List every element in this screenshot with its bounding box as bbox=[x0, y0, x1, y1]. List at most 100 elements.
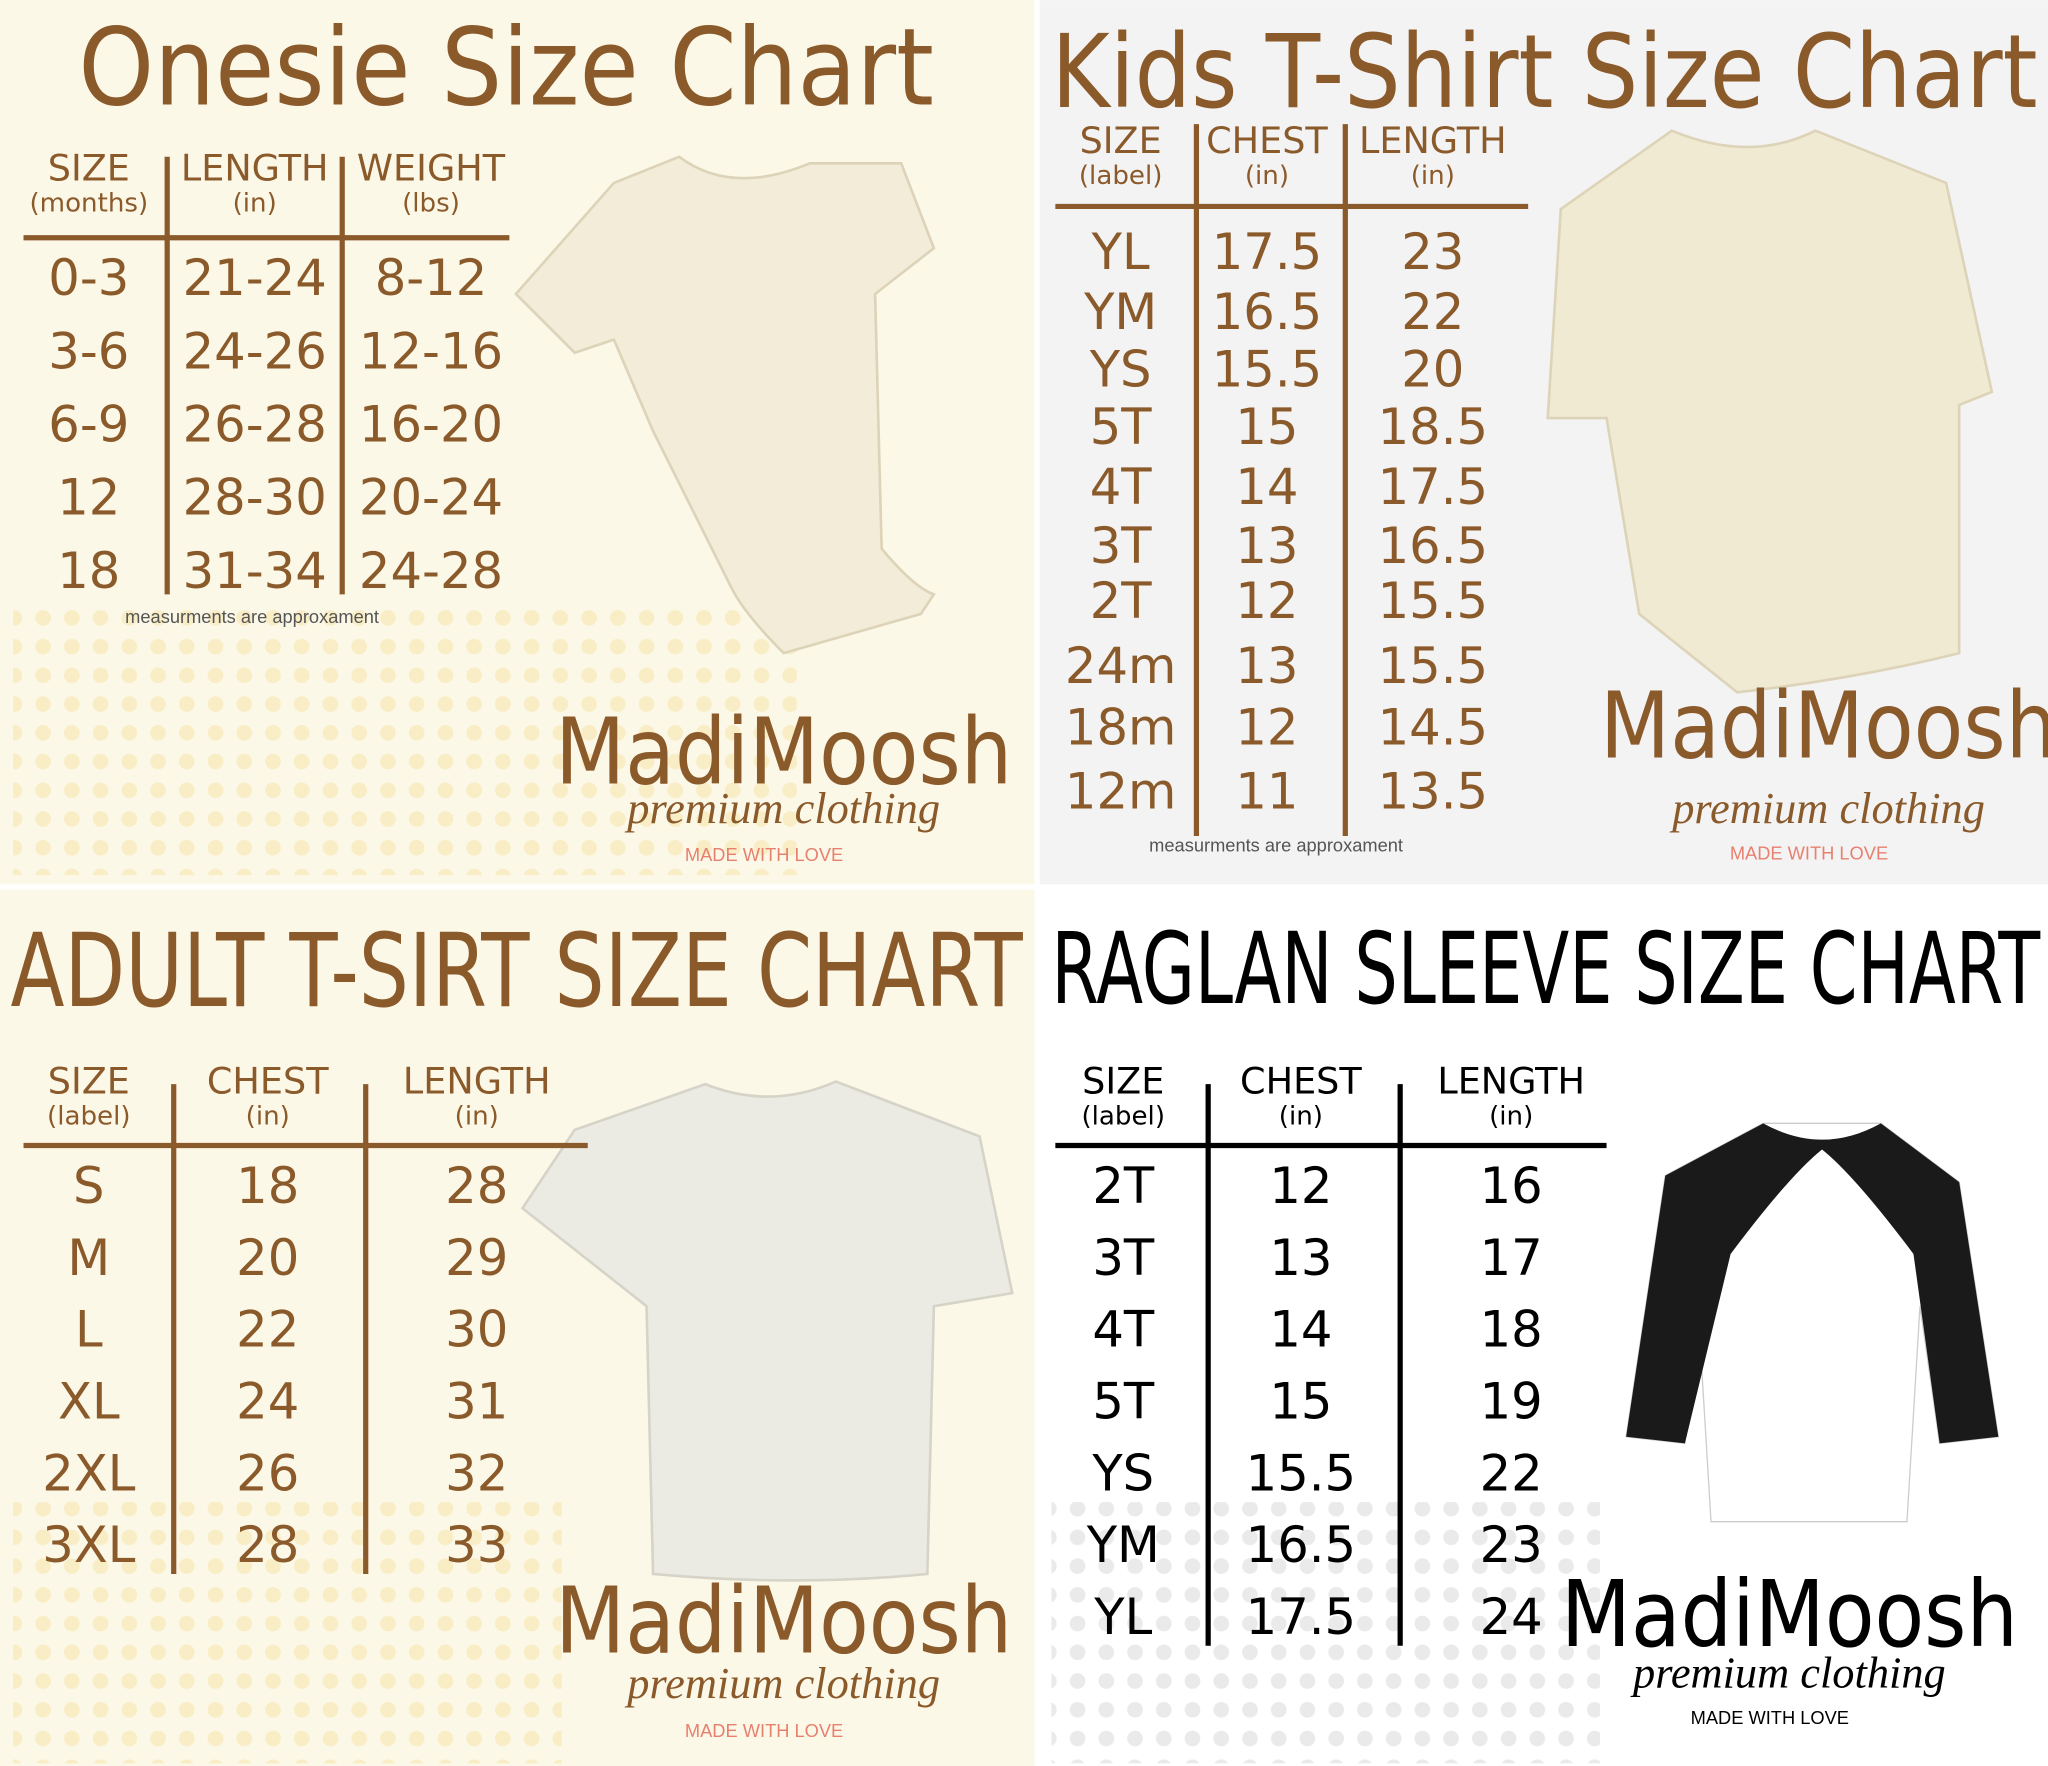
table-cell: 12 bbox=[1269, 1157, 1332, 1215]
column-header: LENGTH bbox=[1437, 1059, 1585, 1102]
table-cell: 5T bbox=[1092, 1373, 1155, 1431]
table-cell: 3-6 bbox=[48, 322, 129, 380]
raglan-image bbox=[1625, 1122, 2000, 1523]
brand-name: MadiMoosh bbox=[1561, 1561, 2018, 1668]
table-cell: 30 bbox=[445, 1301, 508, 1359]
table-cell: 14 bbox=[1235, 458, 1298, 516]
table-cell: YM bbox=[1083, 283, 1157, 341]
table-cell: 18.5 bbox=[1378, 398, 1489, 456]
column-unit: (label) bbox=[47, 1102, 131, 1132]
table-cell: 21-24 bbox=[183, 249, 327, 307]
table-cell: 3T bbox=[1092, 1229, 1155, 1287]
table-cell: 32 bbox=[445, 1444, 508, 1502]
kids-tshirt-image bbox=[1546, 129, 1994, 694]
table-cell: 2XL bbox=[42, 1444, 136, 1502]
table-cell: 18m bbox=[1065, 699, 1177, 757]
brand-footer: MADE WITH LOVE bbox=[1691, 1707, 1849, 1728]
table-cell: 20 bbox=[1401, 341, 1464, 399]
table-cell: 22 bbox=[1480, 1444, 1543, 1502]
table-cell: 24m bbox=[1065, 637, 1177, 695]
table-cell: 15.5 bbox=[1212, 341, 1323, 399]
table-cell: 13 bbox=[1235, 637, 1298, 695]
table-cell: 24-26 bbox=[183, 322, 327, 380]
table-cell: 31 bbox=[445, 1373, 508, 1431]
table-cell: 31-34 bbox=[183, 542, 327, 600]
table-cell: 3T bbox=[1090, 517, 1153, 575]
table-cell: 14.5 bbox=[1378, 699, 1489, 757]
table-cell: 11 bbox=[1235, 763, 1298, 821]
table-cell: 4T bbox=[1092, 1301, 1155, 1359]
table-cell: 14 bbox=[1269, 1301, 1332, 1359]
table-cell: 15.5 bbox=[1378, 637, 1489, 695]
brand-name: MadiMoosh bbox=[555, 699, 1012, 806]
table-cell: 20 bbox=[236, 1229, 299, 1287]
table-cell: 19 bbox=[1480, 1373, 1543, 1431]
table-cell: 2T bbox=[1090, 572, 1153, 630]
brand-tagline: premium clothing bbox=[1630, 1648, 1946, 1698]
table-cell: 13 bbox=[1235, 517, 1298, 575]
panel-title: Onesie Size Chart bbox=[78, 7, 934, 131]
table-cell: 20-24 bbox=[359, 469, 503, 527]
brand-tagline: premium clothing bbox=[624, 1658, 940, 1708]
brand-footer: MADE WITH LOVE bbox=[685, 844, 843, 865]
table-cell: 24-28 bbox=[359, 542, 503, 600]
table-cell: 12-16 bbox=[359, 322, 503, 380]
table-cell: 23 bbox=[1401, 223, 1464, 281]
table-cell: 18 bbox=[57, 542, 120, 600]
table-cell: 6-9 bbox=[48, 396, 129, 454]
table-cell: 15.5 bbox=[1378, 572, 1489, 630]
column-unit: (in) bbox=[246, 1102, 290, 1132]
table-cell: 4T bbox=[1090, 458, 1153, 516]
table-cell: 16.5 bbox=[1212, 283, 1323, 341]
halftone bbox=[13, 1502, 562, 1764]
column-header: SIZE bbox=[1080, 119, 1162, 162]
onesie-image bbox=[514, 155, 936, 655]
column-header: SIZE bbox=[48, 146, 130, 189]
column-header: LENGTH bbox=[1359, 119, 1507, 162]
table-cell: 17.5 bbox=[1212, 223, 1323, 281]
table-cell: S bbox=[73, 1157, 105, 1215]
column-unit: (in) bbox=[455, 1102, 499, 1132]
table-cell: 18 bbox=[236, 1157, 299, 1215]
table-cell: 12 bbox=[1235, 699, 1298, 757]
table-cell: XL bbox=[58, 1373, 120, 1431]
table-cell: 28 bbox=[236, 1516, 299, 1574]
table-cell: L bbox=[75, 1301, 103, 1359]
table-cell: 13 bbox=[1269, 1229, 1332, 1287]
brand-name: MadiMoosh bbox=[555, 1567, 1012, 1674]
table-cell: YL bbox=[1093, 1588, 1152, 1646]
column-header: LENGTH bbox=[181, 146, 329, 189]
table-cell: 0-3 bbox=[48, 249, 129, 307]
table-cell: 23 bbox=[1480, 1516, 1543, 1574]
column-unit: (lbs) bbox=[402, 189, 460, 219]
table-cell: 16-20 bbox=[359, 396, 503, 454]
halftone bbox=[13, 600, 797, 876]
table-cell: M bbox=[67, 1229, 110, 1287]
table-cell: 24 bbox=[1480, 1588, 1543, 1646]
adult-tshirt-image bbox=[520, 1080, 1014, 1582]
table-cell: 12 bbox=[57, 469, 120, 527]
note: measurments are approxament bbox=[125, 606, 379, 627]
table-cell: 16.5 bbox=[1246, 1516, 1357, 1574]
brand-tagline: premium clothing bbox=[624, 783, 940, 833]
table-cell: 12m bbox=[1065, 763, 1177, 821]
column-header: CHEST bbox=[1206, 119, 1328, 162]
table-cell: 15 bbox=[1235, 398, 1298, 456]
table-cell: 15 bbox=[1269, 1373, 1332, 1431]
column-header: LENGTH bbox=[403, 1059, 551, 1102]
brand-footer: MADE WITH LOVE bbox=[1730, 842, 1888, 863]
panel-title: Kids T-Shirt Size Chart bbox=[1051, 13, 2037, 132]
table-cell: YS bbox=[1091, 1444, 1154, 1502]
table-cell: 17.5 bbox=[1246, 1588, 1357, 1646]
table-cell: YL bbox=[1091, 223, 1150, 281]
table-cell: 24 bbox=[236, 1373, 299, 1431]
column-unit: (in) bbox=[1489, 1102, 1533, 1132]
column-unit: (in) bbox=[1279, 1102, 1323, 1132]
table-cell: 8-12 bbox=[375, 249, 488, 307]
table-cell: 15.5 bbox=[1246, 1444, 1357, 1502]
table-cell: 28-30 bbox=[183, 469, 327, 527]
column-unit: (label) bbox=[1081, 1102, 1165, 1132]
table-cell: 16.5 bbox=[1378, 517, 1489, 575]
